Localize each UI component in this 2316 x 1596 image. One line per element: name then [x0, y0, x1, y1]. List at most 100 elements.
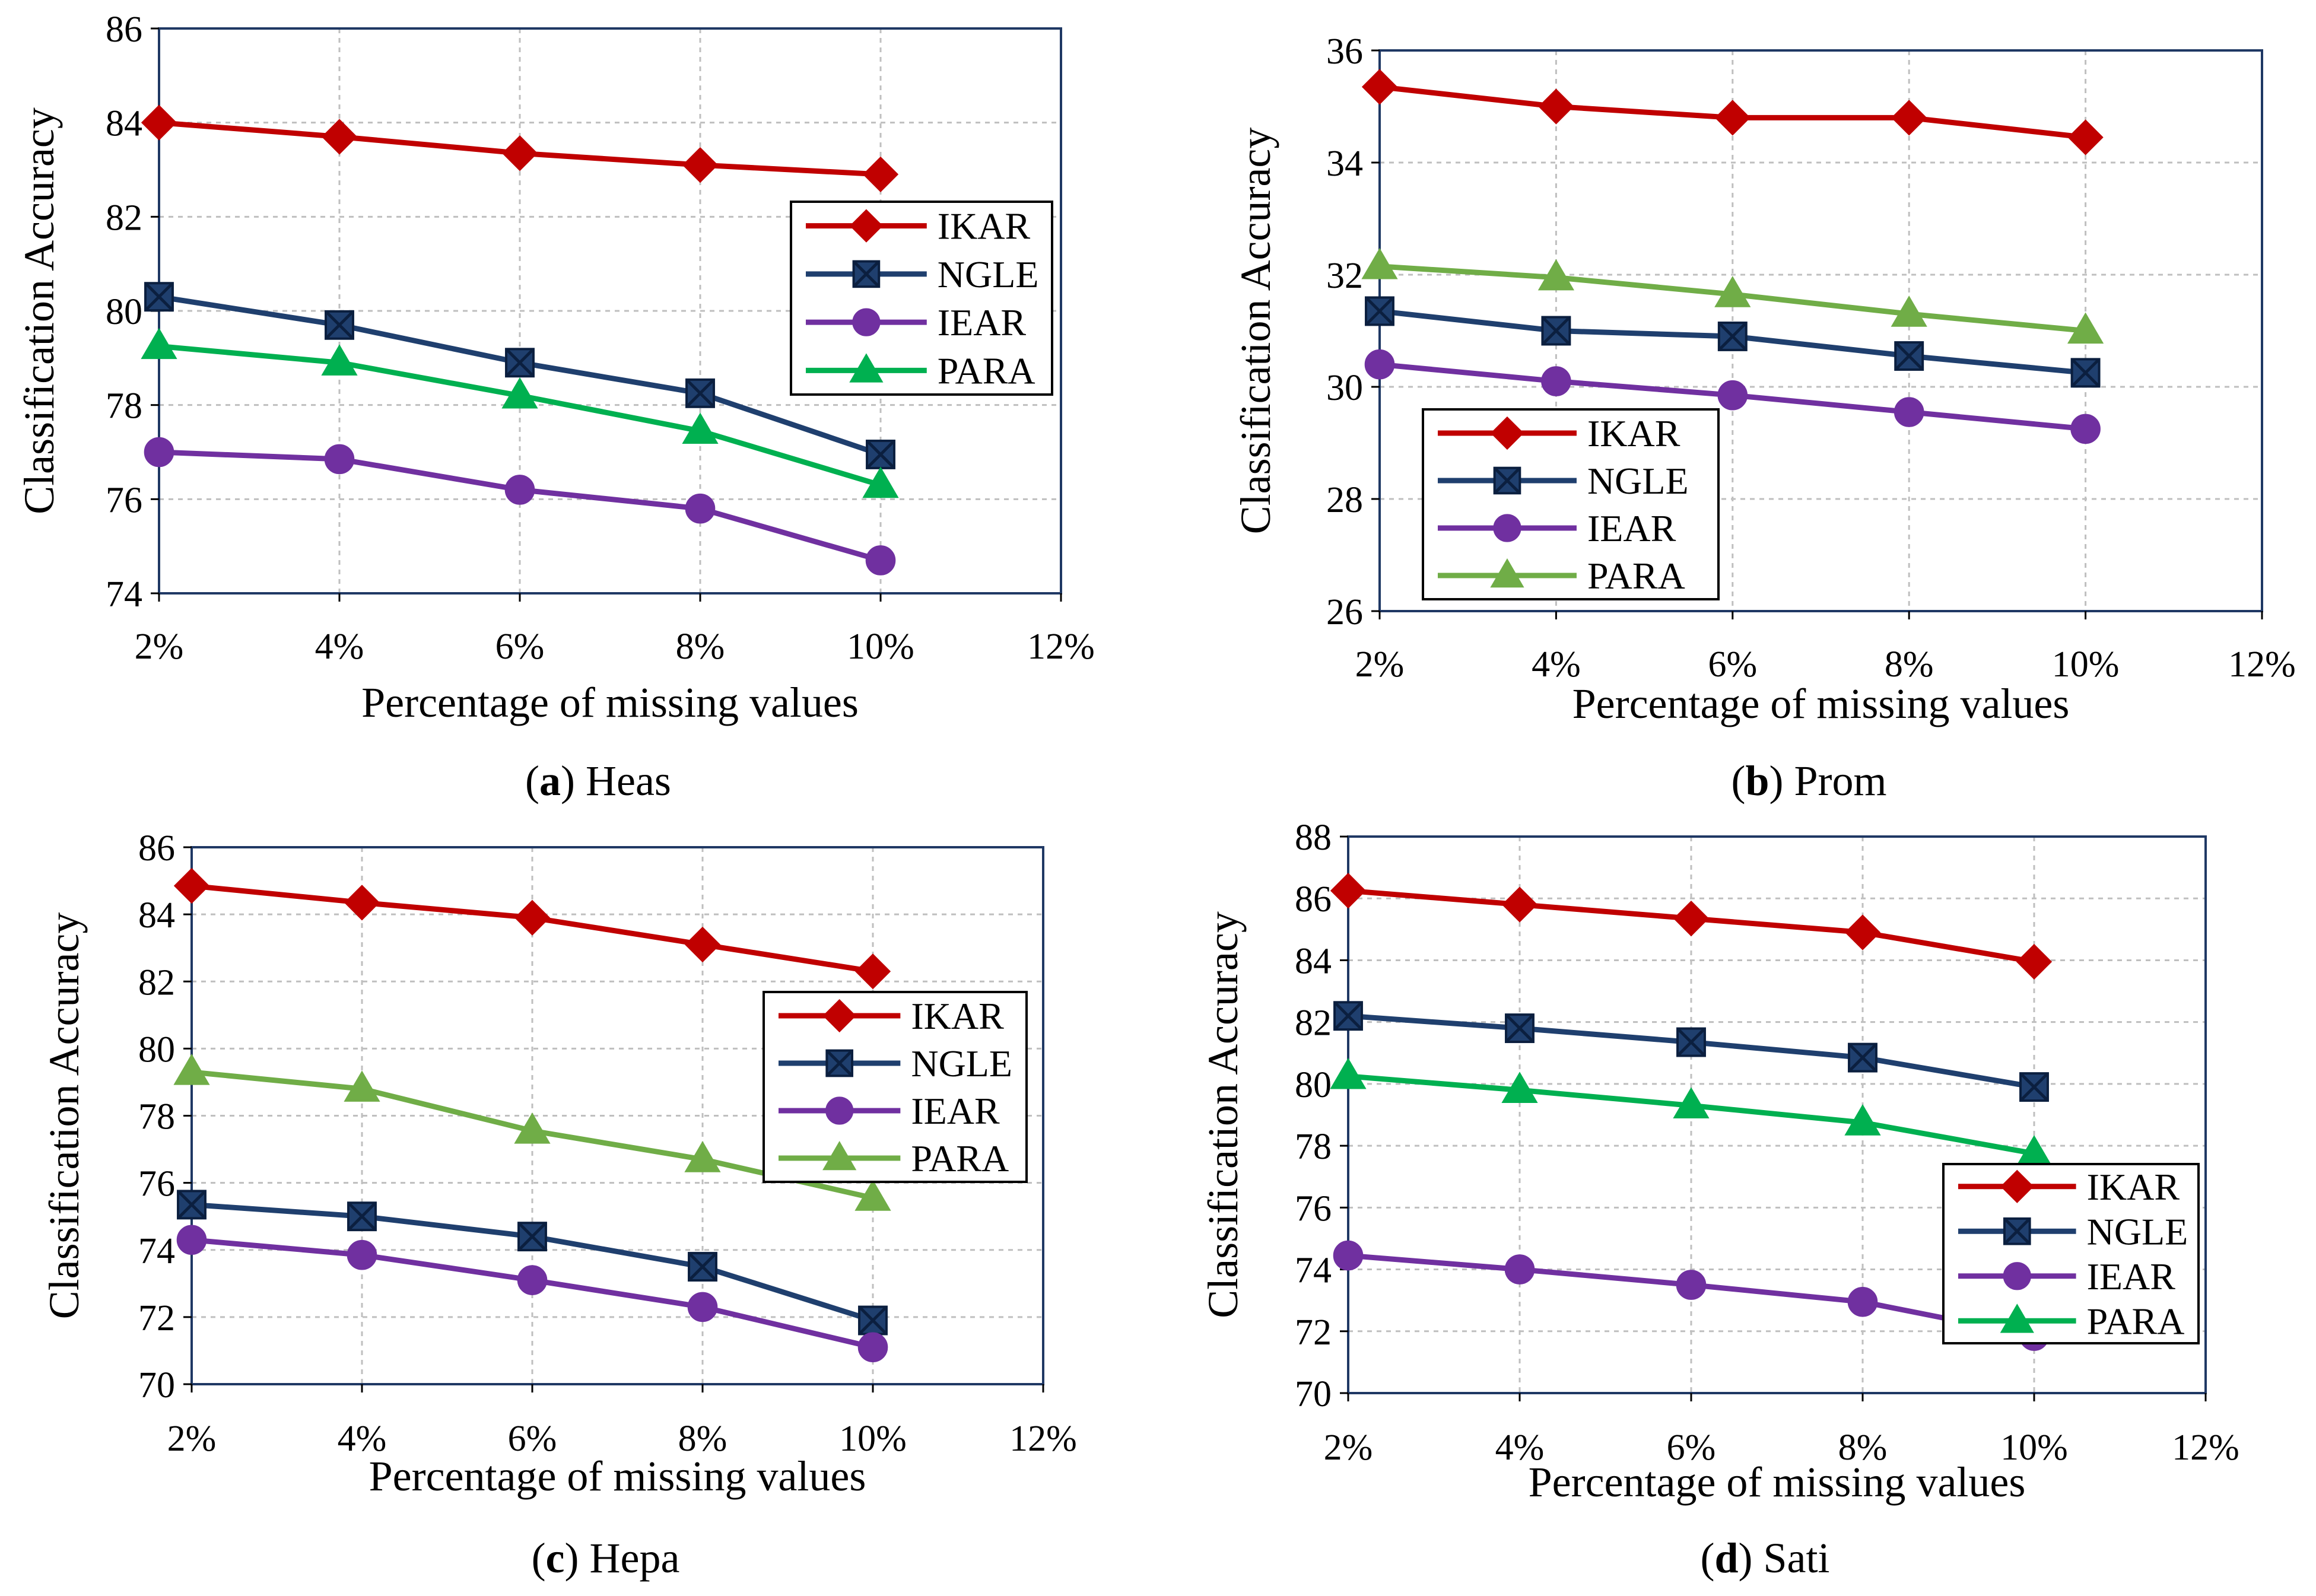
- y-tick-label: 36: [1326, 31, 1363, 72]
- caption-paren-open: (: [525, 757, 539, 805]
- data-point: [347, 1201, 377, 1232]
- legend-label: PARA: [1587, 555, 1685, 597]
- data-point: [685, 493, 716, 524]
- chart-sati: 70 72 74 76 78 80 82 84 86 88 2% 4% 6% 8% 10% 12% Classi…: [1199, 818, 2239, 1582]
- chart-hepa: 70 72 74 76 78 80 82 84 86 2% 4% 6% 8% 10% 12% Classifi…: [40, 828, 1077, 1582]
- y-tick-label: 70: [138, 1365, 175, 1406]
- data-point: [1333, 1001, 1363, 1031]
- y-tick-label: 72: [1295, 1312, 1332, 1353]
- y-tick-label: 82: [138, 962, 175, 1003]
- data-point: [1848, 1042, 1877, 1073]
- caption-paren-open: (: [532, 1534, 546, 1582]
- plot-frame: [1378, 49, 2263, 612]
- data-point: [862, 466, 899, 498]
- marker-cross-b: [1676, 1027, 1706, 1057]
- x-tick-label: 10%: [839, 1419, 907, 1459]
- data-point: [501, 377, 538, 409]
- series-iear: [144, 437, 896, 576]
- data-point: [1538, 88, 1574, 125]
- series-para: [1361, 247, 2104, 344]
- data-point: [862, 156, 899, 193]
- x-tick-label: 10%: [2000, 1428, 2068, 1468]
- data-point: [1505, 1013, 1535, 1044]
- y-tick-label: 74: [1295, 1251, 1332, 1291]
- y-tick-label: 80: [1295, 1065, 1332, 1105]
- data-point: [144, 437, 174, 468]
- y-tick-label: 82: [1295, 1003, 1332, 1044]
- caption-name: Sati: [1764, 1534, 1830, 1582]
- y-tick-label: 70: [1295, 1374, 1332, 1414]
- y-tick-label: 78: [1295, 1127, 1332, 1167]
- data-point: [517, 1222, 547, 1252]
- data-point: [854, 1179, 891, 1211]
- series-iear: [1364, 349, 2101, 444]
- y-axis-label: Classification Accuracy: [1232, 128, 1279, 535]
- y-tick-label: 74: [106, 574, 142, 615]
- data-point: [1714, 100, 1750, 136]
- marker-cross-b: [858, 1305, 888, 1336]
- y-tick-label: 28: [1326, 480, 1363, 520]
- caption-paren-close: ): [1739, 1534, 1764, 1582]
- caption-letter: d: [1714, 1534, 1738, 1582]
- caption-paren-open: (: [1731, 757, 1745, 805]
- legend-box: [763, 991, 1028, 1183]
- series-ngle: [177, 1190, 888, 1336]
- legend-marker: [1493, 466, 1521, 495]
- y-tick-label: 84: [138, 895, 175, 936]
- x-tick-label: 4%: [1532, 644, 1581, 685]
- caption-letter: c: [546, 1534, 565, 1582]
- x-tick-label: 12%: [1009, 1419, 1077, 1459]
- data-point: [141, 328, 177, 360]
- marker-cross-b: [825, 1049, 853, 1077]
- legend-label: IEAR: [938, 301, 1027, 344]
- marker-cross-b: [325, 310, 354, 340]
- data-point: [685, 378, 715, 408]
- legend-label: IEAR: [1587, 507, 1676, 549]
- marker-cross-b: [1365, 296, 1394, 326]
- x-tick-label: 4%: [315, 627, 364, 667]
- panel-caption: (b) Prom: [1731, 757, 1886, 805]
- data-point: [1891, 100, 1927, 136]
- data-point: [344, 885, 380, 921]
- y-tick-label: 30: [1326, 368, 1363, 408]
- y-axis-label: Classification Accuracy: [15, 107, 63, 514]
- marker-cross-b: [685, 379, 715, 408]
- chart-prom: 26 28 30 32 34 36 2% 4% 6% 8% 10% 12% Classification…: [1232, 31, 2296, 805]
- legend-box: [1942, 1163, 2200, 1344]
- data-point: [347, 1239, 377, 1270]
- marker-cross-b: [1848, 1042, 1877, 1073]
- series-ngle: [1365, 296, 2101, 388]
- data-point: [505, 348, 535, 378]
- data-point: [682, 412, 719, 444]
- data-point: [144, 282, 174, 312]
- data-point: [501, 135, 538, 171]
- legend-label: PARA: [911, 1137, 1009, 1179]
- legend-label: IKAR: [1587, 412, 1680, 454]
- y-tick-label: 80: [106, 292, 142, 332]
- x-tick-label: 2%: [1324, 1428, 1373, 1468]
- y-tick-label: 76: [106, 480, 142, 520]
- data-point: [344, 1070, 380, 1102]
- legend-marker: [2000, 1303, 2034, 1333]
- x-tick-label: 10%: [2052, 644, 2120, 685]
- legend-label: PARA: [938, 349, 1035, 392]
- x-tick-label: 6%: [495, 627, 545, 667]
- legend-marker: [849, 209, 884, 243]
- caption-letter: b: [1745, 757, 1769, 805]
- data-point: [1891, 295, 1927, 327]
- marker-cross-b: [505, 348, 535, 377]
- data-point: [2067, 312, 2104, 344]
- x-tick-label: 2%: [1355, 644, 1405, 685]
- data-point: [2070, 358, 2101, 388]
- data-point: [176, 1225, 207, 1255]
- marker-cross-b: [1493, 466, 1521, 495]
- series-para: [173, 1053, 891, 1211]
- data-point: [854, 953, 891, 990]
- x-tick-label: 8%: [678, 1419, 727, 1459]
- marker-cross-b: [2003, 1217, 2031, 1245]
- marker-cross-b: [1718, 322, 1748, 351]
- x-tick-label: 2%: [135, 627, 184, 667]
